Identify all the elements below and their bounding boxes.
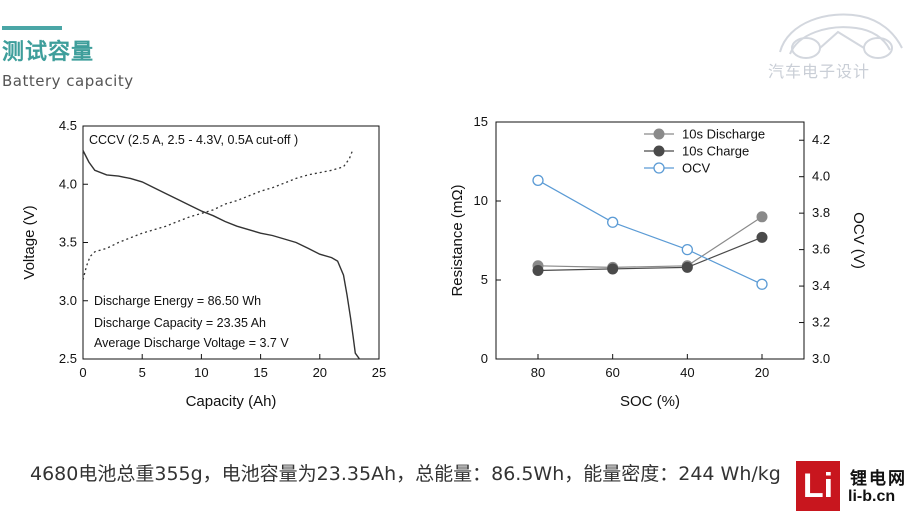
series-point-2 [681, 243, 693, 256]
x-tick-label: 5 [139, 365, 146, 380]
y-axis-label: Resistance (mΩ) [449, 184, 466, 296]
footer-summary: 4680电池总重355g，电池容量为23.35Ah，总能量：86.5Wh，能量密… [30, 463, 781, 485]
legend-marker [653, 162, 665, 174]
y-tick-label: 4.0 [59, 176, 77, 191]
y-axis-label: Voltage (V) [21, 205, 38, 279]
x-tick-label: 25 [372, 365, 386, 380]
car-logo-icon [779, 13, 903, 59]
y2-tick-label: 4.0 [812, 169, 830, 184]
x-tick-label: 20 [313, 365, 327, 380]
y-tick-label: 0 [481, 351, 488, 366]
series-point-1 [681, 261, 693, 273]
series-point-2 [756, 278, 768, 290]
watermark-logo: Li 锂电网 li-b.cn [796, 458, 916, 513]
watermark-zh: 锂电网 [850, 469, 907, 489]
logo-text: 汽车电子设计 [768, 62, 871, 81]
y-tick-label: 4.5 [59, 118, 77, 133]
slide-title: 测试容量 [2, 40, 95, 65]
watermark-en: li-b.cn [848, 488, 896, 505]
series-line-0 [537, 216, 763, 269]
series-point-2 [607, 216, 619, 228]
legend-marker [653, 145, 665, 157]
slide-subtitle: Battery capacity [2, 72, 134, 90]
series-point-1 [756, 231, 768, 243]
legend-label: 10s Charge [682, 144, 749, 159]
y2-tick-label: 3.0 [812, 351, 830, 366]
discharge-curve [82, 150, 361, 360]
y-tick-label: 3.5 [59, 235, 77, 250]
chart-annotation: Average Discharge Voltage = 3.7 V [94, 336, 289, 350]
legend-label: OCV [682, 161, 711, 176]
x-tick-label: 10 [194, 365, 208, 380]
y2-tick-label: 3.8 [812, 205, 830, 220]
x-axis-label: SOC (%) [620, 393, 680, 410]
y-tick-label: 15 [474, 114, 488, 129]
series-line-1 [537, 236, 763, 272]
series-point-1 [607, 263, 619, 275]
chart-annotation: CCCV (2.5 A, 2.5 - 4.3V, 0.5A cut-off ) [89, 133, 298, 147]
x-tick-label: 80 [531, 365, 545, 380]
y2-axis-label: OCV (V) [850, 212, 867, 269]
series-point-1 [532, 265, 544, 277]
x-tick-label: 15 [253, 365, 267, 380]
x-tick-label: 60 [605, 365, 619, 380]
series-line-2 [537, 179, 763, 285]
x-tick-label: 40 [680, 365, 694, 380]
y-tick-label: 2.5 [59, 351, 77, 366]
voltage-capacity-chart: 0 5 10 15 20 25 2.5 3.0 3.5 4.0 4.5 Capacity (Ah) Vo… [21, 118, 386, 410]
x-axis-label: Capacity (Ah) [186, 393, 277, 410]
resistance-ocv-chart: 80 60 40 20 0 5 10 15 3.0 3.2 3.4 3.6 3.8 4.0 4.2 SOC (… [449, 114, 867, 410]
legend-marker [653, 128, 665, 140]
charge-curve [82, 149, 354, 280]
y2-tick-label: 3.6 [812, 242, 830, 257]
y2-tick-label: 3.4 [812, 278, 830, 293]
plot-frame [495, 121, 805, 360]
legend-label: 10s Discharge [682, 127, 765, 142]
y-tick-label: 10 [474, 193, 488, 208]
series-point-0 [756, 211, 768, 223]
watermark-box: Li [796, 461, 840, 511]
series-point-2 [532, 174, 544, 186]
y2-tick-label: 4.2 [812, 132, 830, 147]
x-tick-label: 20 [755, 365, 769, 380]
x-tick-label: 0 [79, 365, 86, 380]
y-tick-label: 3.0 [59, 293, 77, 308]
chart-annotation: Discharge Energy = 86.50 Wh [94, 294, 261, 308]
chart-annotation: Discharge Capacity = 23.35 Ah [94, 316, 266, 330]
y-tick-label: 5 [481, 272, 488, 287]
y2-tick-label: 3.2 [812, 315, 830, 330]
title-accent-bar [2, 26, 62, 30]
